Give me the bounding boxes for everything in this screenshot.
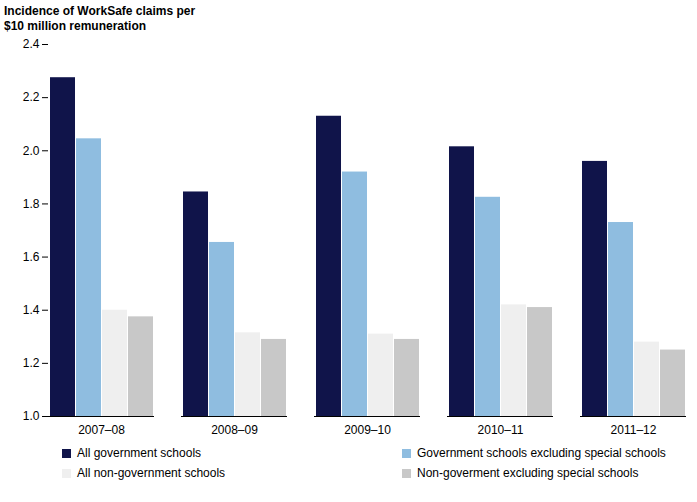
html-text:Government schools excluding s: Government schools excluding special sch… bbox=[417, 446, 666, 460]
svg-text:2011–12: 2011–12 bbox=[611, 423, 657, 437]
svg-text:1.6: 1.6 bbox=[23, 250, 40, 264]
html-text:All non-government schools: All non-government schools bbox=[77, 466, 226, 480]
svg-text:2.2: 2.2 bbox=[23, 90, 40, 104]
svg-text:2.4: 2.4 bbox=[23, 37, 40, 51]
html-text:All government schools: All government schools bbox=[77, 446, 202, 460]
svg-text:2007–08: 2007–08 bbox=[78, 423, 125, 437]
svg-text:2.0: 2.0 bbox=[23, 144, 40, 158]
svg-text:2009–10: 2009–10 bbox=[344, 423, 391, 437]
svg-text:1.0: 1.0 bbox=[23, 409, 40, 423]
svg-text:1.2: 1.2 bbox=[23, 356, 40, 370]
svg-text:2010–11: 2010–11 bbox=[478, 423, 524, 437]
html-text:Non-goverment excluding specia: Non-goverment excluding special schools bbox=[417, 466, 639, 480]
svg-text:1.4: 1.4 bbox=[23, 303, 40, 317]
svg-text:1.8: 1.8 bbox=[23, 197, 40, 211]
html-text:Incidence of WorkSafe claims p: Incidence of WorkSafe claims per $10 mil… bbox=[4, 4, 196, 33]
svg-text:2008–09: 2008–09 bbox=[211, 423, 258, 437]
